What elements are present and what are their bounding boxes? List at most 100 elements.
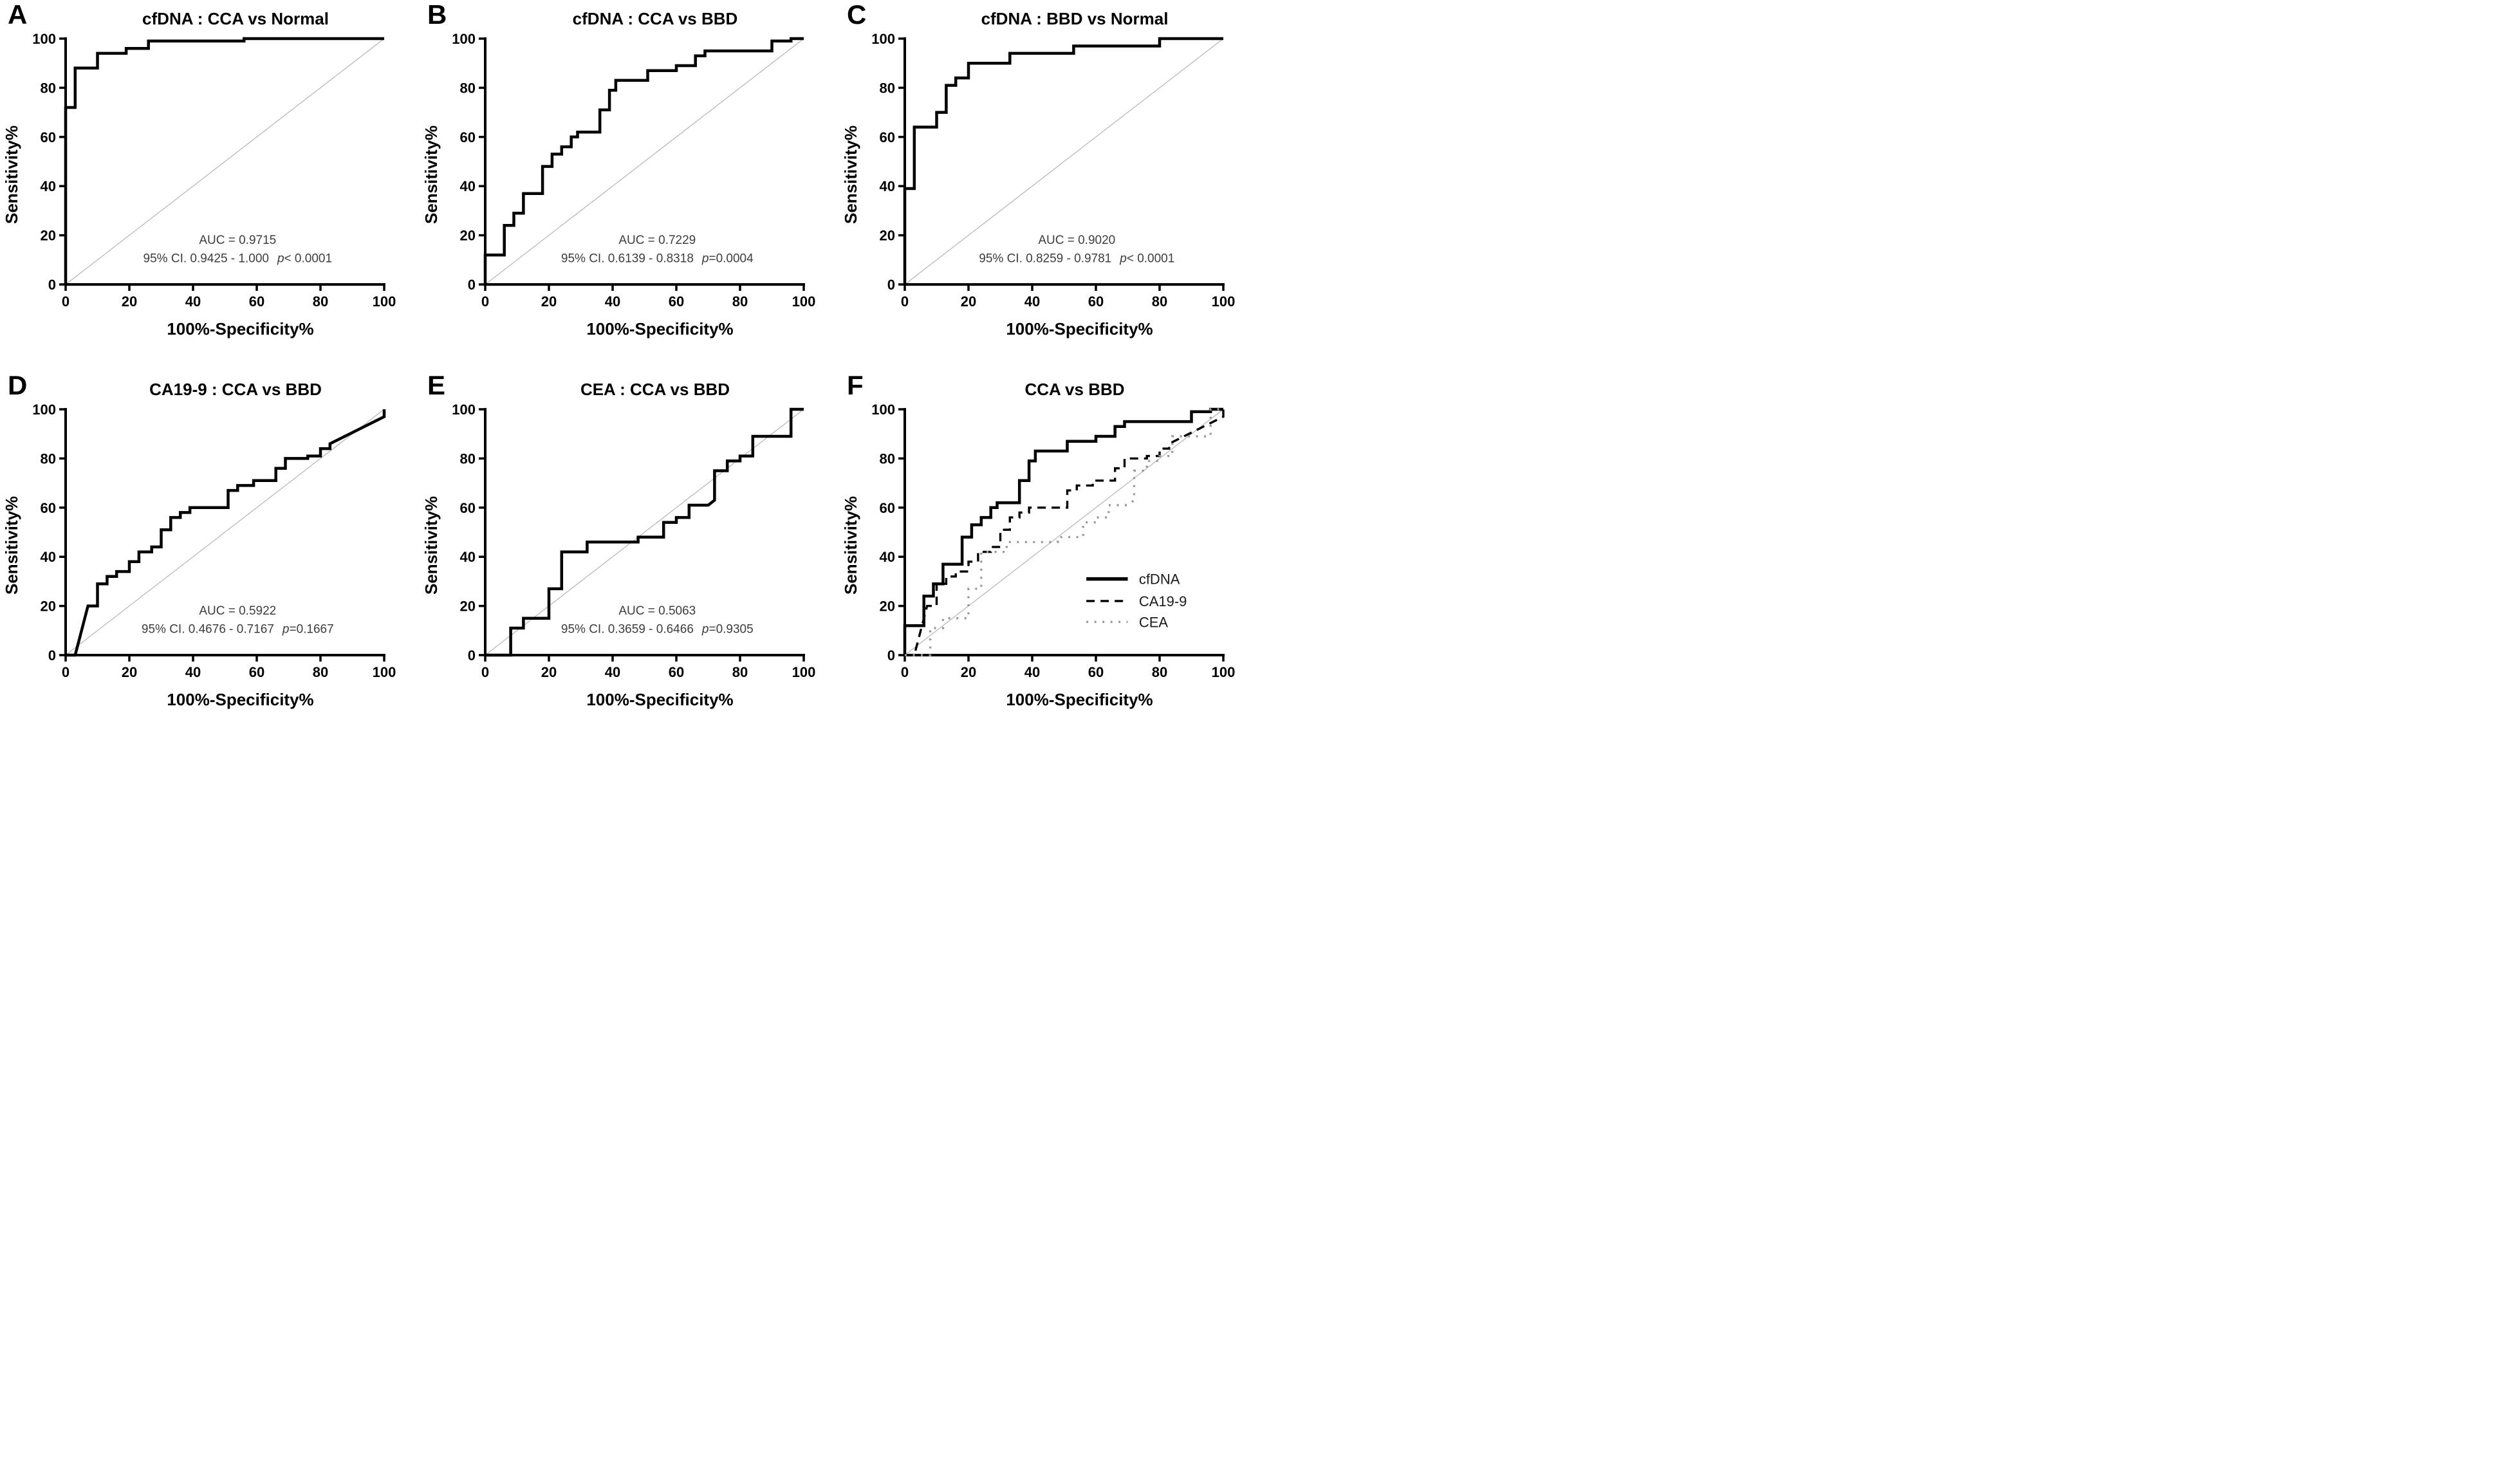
x-tick-label: 20 <box>541 664 557 680</box>
y-tick-label: 60 <box>460 129 476 145</box>
y-axis-label-b: Sensitivity% <box>422 125 441 224</box>
y-tick-label: 100 <box>871 402 895 418</box>
x-tick-label: 100 <box>373 664 396 680</box>
x-tick-label: 0 <box>62 293 69 310</box>
auc-annotation-line1: AUC = 0.9020 <box>1038 234 1115 247</box>
y-tick-label: 60 <box>41 500 56 516</box>
roc-curve-cfdna <box>903 37 1223 284</box>
y-tick-label: 0 <box>887 277 895 293</box>
x-tick-label: 20 <box>122 293 137 310</box>
roc-curve-cea <box>485 407 804 657</box>
y-tick-label: 60 <box>880 500 895 516</box>
y-tick-label: 20 <box>41 228 56 244</box>
chart-title-d: CA19-9 : CCA vs BBD <box>149 380 322 399</box>
auc-annotation-line2: 95% CI. 0.6139 - 0.8318 p=0.0004 <box>561 252 754 266</box>
x-tick-label: 0 <box>901 293 909 310</box>
roc-curve-cfdna <box>483 37 804 284</box>
x-tick-label: 60 <box>249 664 264 680</box>
roc-curve-ca19-9 <box>66 409 386 657</box>
x-tick-label: 20 <box>541 293 557 310</box>
y-tick-label: 0 <box>48 277 56 293</box>
panel-e: E CEA : CCA vs BBD Sensitivity% 0 20 40 60 8… <box>420 371 839 741</box>
y-tick-label: 80 <box>880 80 895 96</box>
panel-c: C cfDNA : BBD vs Normal Sensitivity% 0 20… <box>839 0 1259 371</box>
y-tick-label: 0 <box>468 277 476 293</box>
y-tick-label: 80 <box>460 450 476 467</box>
y-tick-label: 80 <box>41 80 56 96</box>
y-tick-label: 60 <box>880 129 895 145</box>
panel-label-e: E <box>427 370 446 400</box>
y-tick-label: 20 <box>460 228 476 244</box>
auc-annotation-line2: 95% CI. 0.3659 - 0.6466 p=0.9305 <box>561 623 754 636</box>
roc-plot-e: 0 20 40 60 80 100 0 20 40 60 80 100 AUC = 0.5063 95% … <box>452 402 816 680</box>
y-tick-label: 40 <box>460 178 476 194</box>
chart-title-f: CCA vs BBD <box>1024 380 1125 399</box>
x-tick-label: 20 <box>961 664 976 680</box>
diagonal-reference-line <box>485 409 804 656</box>
x-tick-label: 40 <box>605 293 620 310</box>
x-tick-label: 20 <box>122 664 137 680</box>
legend-label-ca19-9: CA19-9 <box>1139 593 1187 609</box>
y-tick-label: 60 <box>41 129 56 145</box>
chart-title-e: CEA : CCA vs BBD <box>580 380 730 399</box>
x-tick-label: 40 <box>185 293 201 310</box>
x-tick-label: 100 <box>1212 293 1236 310</box>
auc-annotation-line1: AUC = 0.5922 <box>199 604 276 618</box>
y-tick-label: 100 <box>452 402 476 418</box>
x-tick-label: 60 <box>669 293 684 310</box>
chart-title-c: cfDNA : BBD vs Normal <box>981 9 1169 28</box>
panel-label-a: A <box>8 0 28 30</box>
y-axis-label-a: Sensitivity% <box>2 125 21 224</box>
diagonal-reference-line <box>904 38 1224 285</box>
panel-label-d: D <box>8 370 28 400</box>
x-tick-label: 100 <box>373 293 396 310</box>
x-tick-label: 0 <box>62 664 69 680</box>
y-tick-label: 100 <box>871 31 895 47</box>
y-axis-label-f: Sensitivity% <box>841 496 860 595</box>
x-tick-label: 60 <box>669 664 684 680</box>
chart-title-a: cfDNA : CCA vs Normal <box>142 9 329 28</box>
legend-label-cfdna: cfDNA <box>1139 571 1180 588</box>
y-tick-label: 20 <box>460 598 476 615</box>
x-axis-label-b: 100%-Specificity% <box>586 319 734 339</box>
roc-curve-cfdna <box>64 37 384 284</box>
y-tick-label: 100 <box>452 31 476 47</box>
x-axis-label-a: 100%-Specificity% <box>167 319 314 339</box>
roc-figure: A cfDNA : CCA vs Normal Sensitivity% 0 20… <box>0 0 1260 741</box>
chart-title-b: cfDNA : CCA vs BBD <box>572 9 738 28</box>
x-tick-label: 60 <box>249 293 264 310</box>
x-tick-label: 40 <box>1024 664 1040 680</box>
y-tick-label: 40 <box>41 549 56 565</box>
x-tick-label: 0 <box>901 664 909 680</box>
y-tick-label: 80 <box>880 450 895 467</box>
auc-annotation-line2: 95% CI. 0.8259 - 0.9781 p< 0.0001 <box>979 252 1174 266</box>
y-tick-label: 80 <box>460 80 476 96</box>
y-tick-label: 0 <box>887 647 895 663</box>
y-tick-label: 20 <box>880 228 895 244</box>
panel-label-f: F <box>847 370 864 400</box>
auc-annotation-line2: 95% CI. 0.9425 - 1.000 p< 0.0001 <box>144 252 333 266</box>
roc-curve-ca19-9 <box>905 409 1225 656</box>
x-tick-label: 0 <box>481 293 489 310</box>
y-tick-label: 20 <box>41 598 56 615</box>
x-tick-label: 80 <box>313 293 328 310</box>
x-tick-label: 80 <box>313 664 328 680</box>
x-tick-label: 80 <box>732 664 748 680</box>
roc-plot-d: 0 20 40 60 80 100 0 20 40 60 80 100 AUC = 0.5922 95% … <box>32 402 396 680</box>
y-tick-label: 40 <box>880 549 895 565</box>
x-tick-label: 40 <box>605 664 620 680</box>
x-tick-label: 80 <box>732 293 748 310</box>
y-axis-label-d: Sensitivity% <box>2 496 21 595</box>
x-tick-label: 20 <box>961 293 976 310</box>
x-tick-label: 100 <box>792 664 816 680</box>
y-tick-label: 40 <box>460 549 476 565</box>
x-tick-label: 100 <box>792 293 816 310</box>
y-tick-label: 0 <box>48 647 56 663</box>
x-axis-label-e: 100%-Specificity% <box>586 690 734 709</box>
auc-annotation-line2: 95% CI. 0.4676 - 0.7167 p=0.1667 <box>142 623 334 636</box>
y-tick-label: 0 <box>468 647 476 663</box>
x-tick-label: 80 <box>1152 293 1167 310</box>
y-tick-label: 60 <box>460 500 476 516</box>
diagonal-reference-line <box>904 409 1224 656</box>
y-tick-label: 20 <box>880 598 895 615</box>
